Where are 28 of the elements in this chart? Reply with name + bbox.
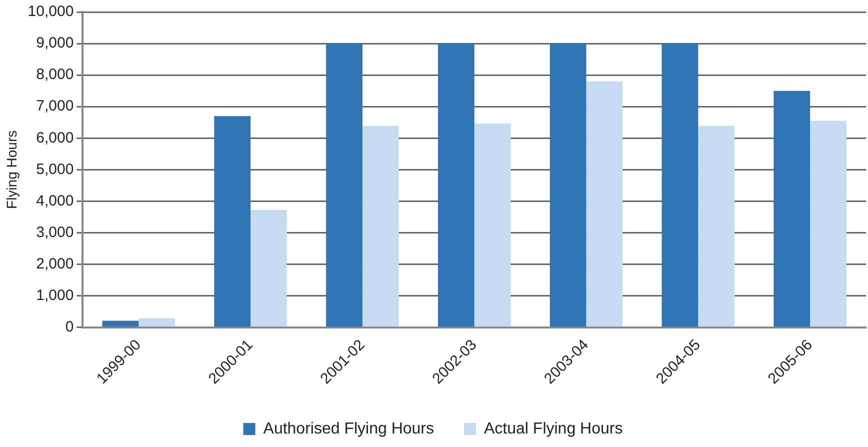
bar	[474, 124, 511, 327]
bar	[214, 116, 251, 327]
y-tick-label: 1,000	[36, 286, 74, 304]
y-tick-label: 2,000	[36, 255, 74, 272]
y-axis-title: Flying Hours	[3, 130, 20, 209]
y-tick-label: 8,000	[36, 66, 74, 84]
bar	[774, 90, 810, 327]
y-tick-label: 4,000	[36, 192, 74, 210]
y-tick-label: 9,000	[36, 34, 74, 52]
y-tick-label: 10,000	[28, 3, 74, 20]
y-tick-label: 7,000	[36, 98, 74, 115]
legend-label: Authorised Flying Hours	[263, 420, 434, 438]
bar	[438, 44, 474, 327]
bar	[698, 126, 735, 327]
y-tick-label: 0	[65, 318, 74, 336]
bar	[586, 81, 623, 327]
legend-label: Actual Flying Hours	[484, 420, 623, 438]
bar	[250, 210, 287, 327]
bar	[810, 120, 846, 327]
bar	[138, 318, 175, 327]
bar	[362, 126, 399, 327]
bar	[102, 320, 139, 327]
y-tick-label: 3,000	[36, 224, 74, 241]
bar	[662, 44, 698, 327]
y-tick-label: 5,000	[36, 160, 74, 178]
y-tick-label: 6,000	[36, 129, 74, 146]
bar	[550, 44, 586, 327]
bar	[326, 44, 362, 327]
